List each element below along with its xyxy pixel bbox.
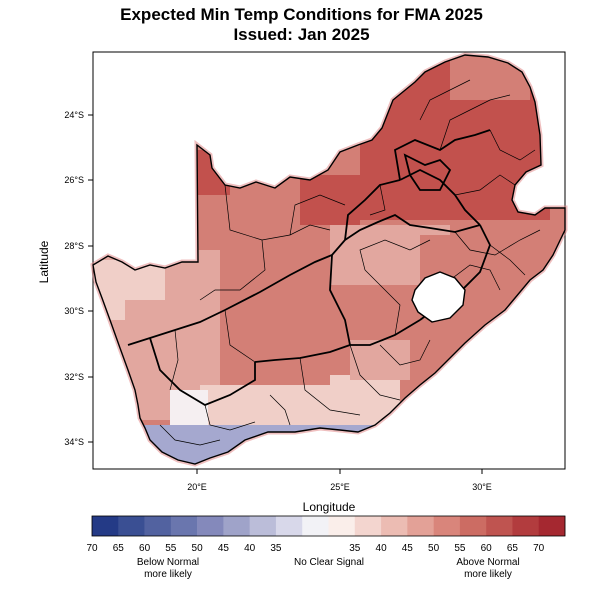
legend-swatch bbox=[170, 516, 198, 536]
legend-swatch bbox=[459, 516, 487, 536]
legend-number: 65 bbox=[112, 543, 124, 554]
legend-number: 40 bbox=[375, 543, 387, 554]
legend-swatch bbox=[249, 516, 277, 536]
legend-number: 45 bbox=[401, 543, 413, 554]
district-line bbox=[359, 239, 431, 271]
field-gauteng-strong bbox=[380, 130, 460, 190]
district-line bbox=[454, 174, 516, 196]
forecast-field bbox=[93, 55, 565, 464]
y-tick-label: 30°S bbox=[64, 306, 84, 316]
district-line bbox=[159, 424, 221, 446]
legend-swatch bbox=[433, 516, 461, 536]
legend-number: 70 bbox=[533, 543, 545, 554]
district-line bbox=[349, 344, 401, 401]
legend-swatch bbox=[92, 516, 119, 536]
legend-number: 55 bbox=[165, 543, 177, 554]
y-tick-label: 28°S bbox=[64, 241, 84, 251]
legend-above-caption-line2: more likely bbox=[464, 569, 512, 580]
axis-ticks bbox=[88, 114, 483, 474]
boundary-gauteng bbox=[403, 153, 452, 191]
field-eastern-cape-light bbox=[350, 340, 410, 380]
boundary-free-state-north bbox=[344, 213, 481, 241]
country-outline bbox=[92, 54, 566, 465]
legend-above-caption: Above Normal more likely bbox=[456, 557, 519, 581]
district-line bbox=[299, 357, 361, 416]
field-light-patch bbox=[125, 300, 180, 360]
legend-number: 35 bbox=[270, 543, 282, 554]
legend-number: 55 bbox=[454, 543, 466, 554]
district-line bbox=[439, 94, 511, 151]
district-line bbox=[269, 394, 291, 426]
legend-swatch bbox=[197, 516, 224, 536]
y-tick-label: 26°S bbox=[64, 175, 84, 185]
legend-swatch bbox=[328, 516, 356, 536]
legend-swatch bbox=[512, 516, 540, 536]
boundary-north-west bbox=[344, 179, 401, 241]
legend-number: 45 bbox=[217, 543, 229, 554]
legend-swatch bbox=[302, 516, 329, 536]
y-tick-label: 32°S bbox=[64, 372, 84, 382]
legend-swatch bbox=[538, 516, 566, 536]
x-tick-label: 25°E bbox=[330, 482, 350, 492]
legend-number: 35 bbox=[349, 543, 361, 554]
legend-neutral-caption: No Clear Signal bbox=[293, 557, 365, 568]
district-line bbox=[379, 339, 431, 366]
legend-below-caption-line2: more likely bbox=[144, 569, 192, 580]
y-axis-label: Latitude bbox=[37, 240, 51, 283]
legend-number: 60 bbox=[139, 543, 151, 554]
legend-number: 70 bbox=[86, 543, 98, 554]
legend-number: 50 bbox=[191, 543, 203, 554]
legend-below-caption-line1: Below Normal bbox=[136, 557, 200, 568]
legend-swatch bbox=[407, 516, 434, 536]
boundary-northern-cape bbox=[127, 239, 346, 346]
legend-swatch bbox=[144, 516, 172, 536]
field-central-strong bbox=[300, 175, 360, 225]
district-line bbox=[289, 194, 346, 236]
legend-number: 40 bbox=[244, 543, 256, 554]
district-line bbox=[199, 239, 266, 301]
district-line bbox=[489, 129, 536, 161]
map-frame bbox=[92, 51, 566, 470]
x-tick-label: 30°E bbox=[472, 482, 492, 492]
field-neutral-patch bbox=[170, 390, 208, 430]
district-line bbox=[419, 79, 471, 121]
district-line bbox=[364, 269, 401, 336]
y-tick-label: 24°S bbox=[64, 110, 84, 120]
legend-swatch bbox=[223, 516, 250, 536]
district-line bbox=[224, 184, 331, 241]
district-line bbox=[224, 309, 256, 363]
map-subtitle: Issued: Jan 2025 bbox=[233, 25, 370, 44]
district-boundaries bbox=[159, 79, 541, 446]
legend-swatch bbox=[381, 516, 408, 536]
district-line bbox=[204, 404, 256, 431]
map-title: Expected Min Temp Conditions for FMA 202… bbox=[120, 5, 483, 24]
district-line bbox=[169, 329, 179, 391]
district-line bbox=[454, 229, 541, 256]
x-axis-label: Longitude bbox=[303, 500, 356, 514]
legend-swatch bbox=[354, 516, 382, 536]
district-line bbox=[489, 244, 526, 276]
y-tick-label: 34°S bbox=[64, 437, 84, 447]
legend-swatch bbox=[275, 516, 303, 536]
legend-number: 65 bbox=[506, 543, 518, 554]
legend-number: 60 bbox=[480, 543, 492, 554]
legend-number: 50 bbox=[428, 543, 440, 554]
legend-swatch bbox=[486, 516, 513, 536]
district-line bbox=[369, 184, 386, 216]
legend-swatch bbox=[118, 516, 145, 536]
legend-above-caption-line1: Above Normal bbox=[456, 557, 520, 568]
boundary-mpumalanga bbox=[399, 168, 481, 226]
x-tick-label: 20°E bbox=[187, 482, 207, 492]
field-limpopo-moderate bbox=[450, 60, 530, 100]
lesotho bbox=[411, 271, 466, 323]
legend-colorbar bbox=[91, 515, 566, 537]
legend-frame bbox=[91, 515, 566, 537]
legend-below-caption: Below Normal more likely bbox=[137, 557, 199, 581]
